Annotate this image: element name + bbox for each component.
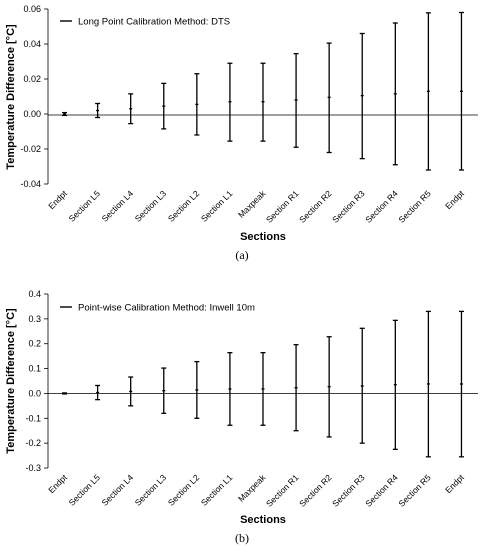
panel-a-x-tick-label: Endpt bbox=[46, 188, 69, 211]
panel-b-y-tick-label: -0.1 bbox=[25, 413, 41, 423]
panel-b-y-tick-label: 0.4 bbox=[28, 289, 41, 299]
panel-b-x-tick-label: Section R1 bbox=[264, 472, 301, 509]
panel-a-y-tick-label: -0.04 bbox=[20, 179, 41, 189]
panel-a-x-tick-label: Endpt bbox=[443, 188, 466, 211]
panel-a-error-bar bbox=[293, 52, 299, 148]
panel-a-error-bar bbox=[161, 82, 167, 130]
panel-a-legend-label: Long Point Calibration Method: DTS bbox=[78, 17, 230, 28]
panel-a-error-bar bbox=[227, 62, 233, 142]
panel-b-error-bar bbox=[128, 376, 134, 407]
panel-a-x-axis-title: Sections bbox=[240, 231, 286, 243]
panel-a-error-bar bbox=[62, 111, 68, 117]
panel-b-y-tick-label: 0.2 bbox=[28, 339, 41, 349]
panel-b-error-bar bbox=[458, 310, 464, 458]
panel-a-legend: Long Point Calibration Method: DTS bbox=[60, 17, 230, 28]
panel-a-x-tick-label: Maxpeak bbox=[236, 188, 268, 220]
panel-b-x-tick-label: Section L5 bbox=[67, 472, 103, 508]
panel-a-error-bar bbox=[260, 62, 266, 142]
panel-a-x-tick-label: Section L3 bbox=[133, 188, 169, 224]
panel-b-error-bar bbox=[425, 310, 431, 458]
panel-a-y-tick-label: 0.02 bbox=[23, 74, 41, 84]
panel-b-y-tick-label: -0.2 bbox=[25, 438, 41, 448]
panel-b-y-tick-label: -0.3 bbox=[25, 463, 41, 473]
panel-a-caption: (a) bbox=[235, 248, 248, 262]
panel-b-x-tick-label: Section R4 bbox=[363, 472, 400, 509]
panel-b-x-tick-label: Endpt bbox=[443, 472, 466, 495]
panel-a-error-bar bbox=[425, 12, 431, 171]
panel-b-y-axis-title: Temperature Difference [°C] bbox=[5, 308, 17, 454]
panel-b-x-tick-label: Section L1 bbox=[199, 472, 235, 508]
panel-a-x-tick-label: Section R2 bbox=[297, 188, 334, 225]
panel-b-legend-label: Point-wise Calibration Method: Inwell 10… bbox=[78, 303, 255, 314]
panel-b-x-tick-label: Section R5 bbox=[396, 472, 433, 509]
panel-a-error-bar bbox=[458, 11, 464, 171]
panel-b-error-bar bbox=[326, 336, 332, 438]
panel-a-y-tick-label: 0.04 bbox=[23, 39, 41, 49]
panel-a-y-tick-label: 0.06 bbox=[23, 4, 41, 14]
panel-a-y-tick-label: -0.02 bbox=[20, 144, 41, 154]
panel-a-x-tick-label: Section R5 bbox=[396, 188, 433, 225]
panel-b-y-tick-label: 0.3 bbox=[28, 314, 41, 324]
panel-b-error-bar bbox=[62, 392, 68, 395]
panel-b-x-tick-label: Section L3 bbox=[133, 472, 169, 508]
panel-b-caption: (b) bbox=[235, 531, 249, 545]
panel-a-y-axis-title: Temperature Difference [°C] bbox=[5, 24, 17, 170]
panel-b-x-tick-label: Section R3 bbox=[330, 472, 367, 509]
panel-a-error-bar bbox=[359, 32, 365, 160]
panel-b-error-bar bbox=[392, 319, 398, 451]
panel-a-error-bar bbox=[95, 102, 101, 119]
panel-b-error-bar bbox=[227, 352, 233, 426]
panel-a-x-tick-label: Section L5 bbox=[67, 188, 103, 224]
panel-b-x-axis-title: Sections bbox=[240, 514, 286, 526]
panel-a-error-bar bbox=[326, 42, 332, 154]
panel-a-x-tick-label: Section L1 bbox=[199, 188, 235, 224]
panel-a-x-tick-label: Section R1 bbox=[264, 188, 301, 225]
panel-b-y-tick-label: 0.1 bbox=[28, 364, 41, 374]
panel-b-x-tick-label: Section L2 bbox=[166, 472, 202, 508]
panel-a: -0.04-0.020.000.020.040.06 EndptSection … bbox=[5, 4, 478, 262]
panel-a-error-bars bbox=[62, 11, 464, 171]
panel-b-error-bars bbox=[62, 310, 464, 458]
panel-a-error-bar bbox=[194, 73, 200, 136]
panel-b-x-tick-label: Section R2 bbox=[297, 472, 334, 509]
panel-b-x-tick-label: Endpt bbox=[46, 472, 69, 495]
panel-b: -0.3-0.2-0.10.00.10.20.30.4 EndptSection… bbox=[5, 289, 478, 545]
panel-a-x-tick-label: Section R4 bbox=[363, 188, 400, 225]
panel-b-y-ticks: -0.3 -0.2 -0.1 0.0 0.1 0.2 0.3 0.4 bbox=[25, 289, 48, 473]
panel-a-y-tick-label: 0.00 bbox=[23, 109, 41, 119]
panel-b-error-bar bbox=[293, 344, 299, 432]
panel-b-error-bar bbox=[161, 367, 167, 414]
panel-a-error-bar bbox=[128, 93, 134, 125]
panel-a-y-ticks: -0.04 -0.02 0.00 0.02 0.04 0.06 bbox=[20, 4, 48, 189]
panel-a-x-tick-label: Section L4 bbox=[100, 188, 136, 224]
panel-a-x-tick-label: Section L2 bbox=[166, 188, 202, 224]
panel-b-x-tick-label: Section L4 bbox=[100, 472, 136, 508]
panel-b-y-tick-label: 0.0 bbox=[28, 388, 41, 398]
panel-b-error-bar bbox=[95, 384, 101, 401]
panel-a-x-tick-label: Section R3 bbox=[330, 188, 367, 225]
panel-b-legend: Point-wise Calibration Method: Inwell 10… bbox=[60, 303, 255, 314]
panel-b-error-bar bbox=[194, 360, 200, 419]
panel-b-error-bar bbox=[260, 352, 266, 426]
panel-a-error-bar bbox=[392, 22, 398, 166]
panel-b-x-tick-label: Maxpeak bbox=[236, 472, 268, 504]
panel-b-error-bar bbox=[359, 327, 365, 444]
